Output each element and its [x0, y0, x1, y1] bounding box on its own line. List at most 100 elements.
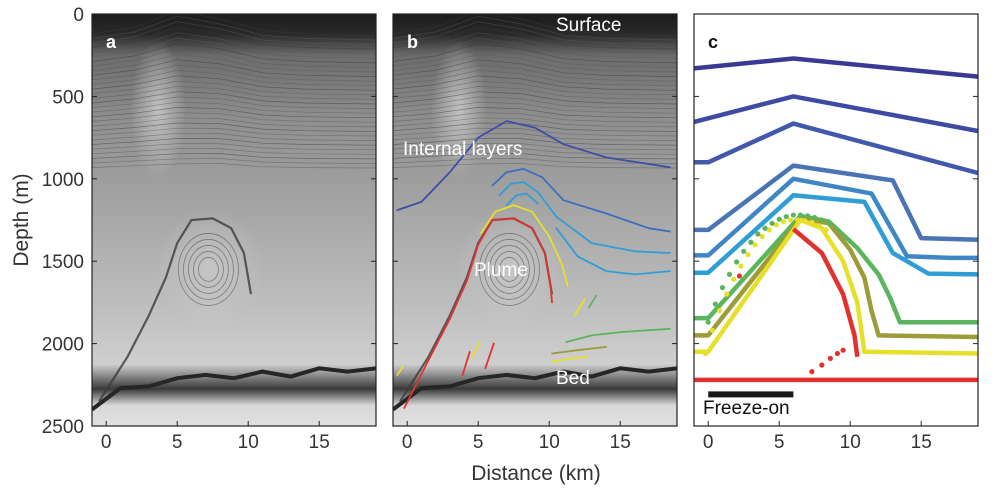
dots-yellow-point [795, 217, 801, 223]
radar-layer-line [393, 80, 677, 96]
radar-layer-line [92, 107, 376, 119]
radar-layer-line [393, 15, 677, 41]
model-layer-9-line [694, 217, 979, 356]
x-tick-label: 5 [172, 432, 183, 453]
radar-layer-line [393, 163, 677, 169]
radar-layer-line [393, 112, 677, 123]
dots-yellow-point [716, 308, 723, 314]
x-tick-label: 15 [911, 432, 932, 453]
traced-layer-line [498, 181, 671, 254]
dots-green-point [741, 248, 747, 254]
traced-layer-line [403, 217, 553, 409]
traced-layer-line [396, 365, 404, 376]
model-layer-6-line [694, 193, 979, 277]
radar-layer-line [92, 14, 376, 36]
model-layer-4-line [694, 163, 979, 243]
radar-layer-line [92, 59, 376, 77]
model-dots [702, 212, 846, 375]
radar-layer-line [393, 43, 677, 64]
y-tick-label: 1000 [42, 170, 84, 191]
dots-red-point [736, 273, 743, 279]
radar-layer-line [393, 86, 677, 100]
y-tick-label: 1500 [42, 252, 84, 273]
model-layer-lines [693, 56, 979, 383]
dots-yellow-point [745, 252, 751, 258]
traced-layer-line [480, 204, 569, 287]
radar-layer-line [92, 75, 376, 91]
annotation-freeze-on: Freeze-on [703, 398, 790, 419]
dots-yellow-point [709, 327, 716, 334]
radargram-layer-lines [92, 14, 376, 412]
annotation-surface: Surface [556, 15, 621, 36]
x-tick-label: 0 [101, 432, 112, 453]
traced-layer-line [491, 167, 671, 233]
panel-b-radargram-traced [393, 14, 677, 426]
radar-layer-line [393, 101, 677, 114]
dots-red-point [809, 369, 815, 375]
radar-plume-swirl [178, 233, 239, 306]
dots-green-point [783, 214, 789, 220]
axis-ticks: 0 500 1000 1500 2000 2500 0 0 0 5 5 5 10 10 10 15 15 15 [42, 5, 978, 453]
dots-yellow-point [787, 217, 794, 223]
radar-layer-line [92, 101, 376, 114]
traced-layer-line [551, 345, 607, 355]
traced-layer-line [471, 341, 481, 358]
radar-layer-line [393, 26, 677, 50]
radar-layer-line [92, 43, 376, 64]
radar-layer-line [393, 107, 677, 119]
radar-layer-line [92, 64, 376, 82]
x-tick-label: 10 [840, 432, 861, 453]
radar-layer-line [92, 80, 376, 96]
radar-layer-line [92, 153, 376, 160]
radar-layer-line [393, 37, 677, 59]
radar-plume-swirl [484, 239, 535, 300]
radar-plume-swirl [193, 251, 224, 288]
dots-yellow-point [752, 242, 758, 248]
radar-layer-line [92, 143, 376, 151]
radar-layer-line [393, 143, 677, 151]
radar-bed-reflection [393, 366, 677, 412]
traced-layer-line [555, 227, 671, 276]
x-axis-title: Distance (km) [471, 462, 601, 485]
radar-layer-line [92, 127, 376, 137]
radar-layer-line [92, 21, 376, 45]
model-layer-5-line [694, 176, 978, 261]
radar-layer-line [393, 91, 677, 105]
dots-green-point [790, 212, 797, 218]
dots-red-point [827, 355, 833, 362]
y-tick-label: 0 [73, 5, 84, 26]
traced-layer-line [551, 355, 589, 363]
annotation-plume: Plume [474, 260, 528, 281]
radar-layer-line [393, 96, 677, 109]
radar-layer-line [393, 138, 677, 146]
model-layer-10-line [791, 227, 860, 358]
radar-layer-line [393, 127, 677, 137]
model-layer-2-line [693, 94, 979, 134]
radar-layer-line [393, 64, 677, 82]
dots-yellow-point [780, 219, 787, 225]
dots-green-point [734, 259, 740, 265]
radar-layer-line [393, 32, 677, 55]
model-layer-8-line [694, 216, 979, 340]
x-tick-label: 5 [774, 432, 785, 453]
radar-layer-line [393, 148, 677, 155]
radar-layer-line [92, 117, 376, 128]
dots-green-point [776, 216, 782, 222]
radar-layer-line [92, 163, 376, 169]
dots-yellow-point [702, 350, 708, 357]
x-tick-label: 10 [539, 432, 560, 453]
radar-layer-line [92, 32, 376, 55]
annotation-internal-layers: Internal layers [403, 139, 522, 160]
dots-green-point [755, 231, 761, 237]
dots-green-point [797, 212, 804, 218]
radar-layer-line [92, 158, 376, 164]
radar-layer-line [92, 53, 376, 73]
radar-layer-line [393, 59, 677, 77]
panel-letter-b: b [407, 32, 418, 52]
dots-yellow-point [816, 223, 822, 229]
radar-layer-line [92, 112, 376, 123]
dots-green-point [726, 271, 733, 277]
radar-plume-swirl [499, 257, 520, 282]
radar-layer-line [393, 75, 677, 91]
